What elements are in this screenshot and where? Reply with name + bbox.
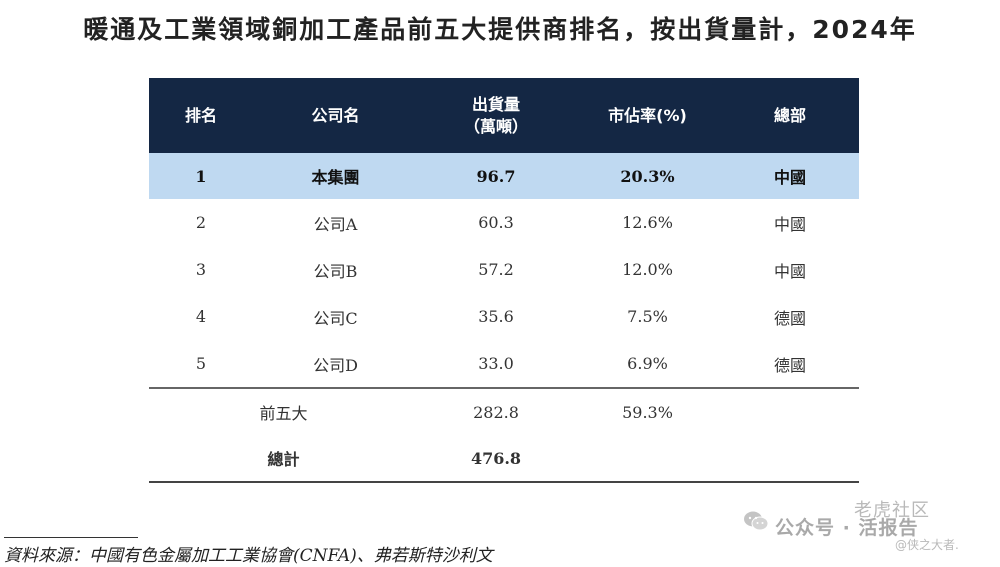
cell-company: 公司B <box>313 261 358 281</box>
cell-company: 公司C <box>313 308 358 328</box>
header-shipment-line2: （萬噸） <box>463 116 528 136</box>
cell-share: 7.5% <box>627 307 668 326</box>
watermark: 老虎社区 公众号 · 活报告 @侠之大者. <box>743 496 993 556</box>
table-row: 2 公司A 60.3 12.6% 中國 <box>149 199 859 246</box>
footnote-divider <box>4 537 138 538</box>
cell-rank: 4 <box>195 307 207 326</box>
cell-shipment: 60.3 <box>478 213 514 232</box>
total-share-empty <box>574 435 721 483</box>
cell-hq: 德國 <box>773 355 806 375</box>
cell-company: 公司D <box>313 355 358 375</box>
header-share: 市佔率(%) <box>574 78 721 153</box>
cell-company: 公司A <box>313 214 358 234</box>
total-label: 總計 <box>149 435 418 483</box>
watermark-main-text: 公众号 · 活报告 <box>775 517 919 539</box>
cell-rank: 1 <box>149 153 253 199</box>
top5-shipment: 282.8 <box>418 387 574 435</box>
total-shipment: 476.8 <box>418 435 574 483</box>
cell-rank: 5 <box>195 354 207 373</box>
table-row: 4 公司C 35.6 7.5% 德國 <box>149 293 859 340</box>
total-row: 總計 476.8 <box>149 435 859 483</box>
table-row: 1 本集團 96.7 20.3% 中國 <box>149 153 859 199</box>
cell-share: 6.9% <box>627 354 668 373</box>
cell-shipment: 33.0 <box>478 354 514 373</box>
cell-shipment: 96.7 <box>418 153 574 199</box>
cell-hq: 德國 <box>773 308 806 328</box>
cell-hq: 中國 <box>773 214 806 234</box>
cell-share: 12.6% <box>622 213 673 232</box>
cell-shipment: 57.2 <box>478 260 514 279</box>
cell-shipment: 35.6 <box>478 307 514 326</box>
table-row: 3 公司B 57.2 12.0% 中國 <box>149 246 859 293</box>
cell-company: 本集團 <box>253 153 418 199</box>
total-hq-empty <box>721 435 859 483</box>
cell-hq: 中國 <box>773 261 806 281</box>
cell-rank: 2 <box>195 213 207 232</box>
top5-hq-empty <box>721 387 859 435</box>
cell-share: 20.3% <box>574 153 721 199</box>
cell-rank: 3 <box>195 260 207 279</box>
top5-row: 前五大 282.8 59.3% <box>149 387 859 435</box>
page-title: 暖通及工業領域銅加工產品前五大提供商排名，按出貨量計，2024年 <box>83 15 917 44</box>
top5-share: 59.3% <box>574 387 721 435</box>
header-rank: 排名 <box>149 78 253 153</box>
wechat-icon <box>744 511 769 531</box>
cell-hq: 中國 <box>721 153 859 199</box>
table-row: 5 公司D 33.0 6.9% 德國 <box>149 340 859 388</box>
header-shipment: 出貨量 （萬噸） <box>418 78 574 153</box>
watermark-top-text: 老虎社区 <box>854 500 930 521</box>
header-company: 公司名 <box>253 78 418 153</box>
table-header-row: 排名 公司名 出貨量 （萬噸） 市佔率(%) 總部 <box>149 78 859 153</box>
top5-label: 前五大 <box>149 387 418 435</box>
source-note: 資料來源：中國有色金屬加工工業協會(CNFA)、弗若斯特沙利文 <box>4 546 493 566</box>
header-shipment-line1: 出貨量 <box>471 94 520 114</box>
header-hq: 總部 <box>721 78 859 153</box>
watermark-sub-text: @侠之大者. <box>895 538 959 552</box>
cell-share: 12.0% <box>622 260 673 279</box>
ranking-table: 排名 公司名 出貨量 （萬噸） 市佔率(%) 總部 1 本集團 96.7 20.… <box>149 78 859 483</box>
